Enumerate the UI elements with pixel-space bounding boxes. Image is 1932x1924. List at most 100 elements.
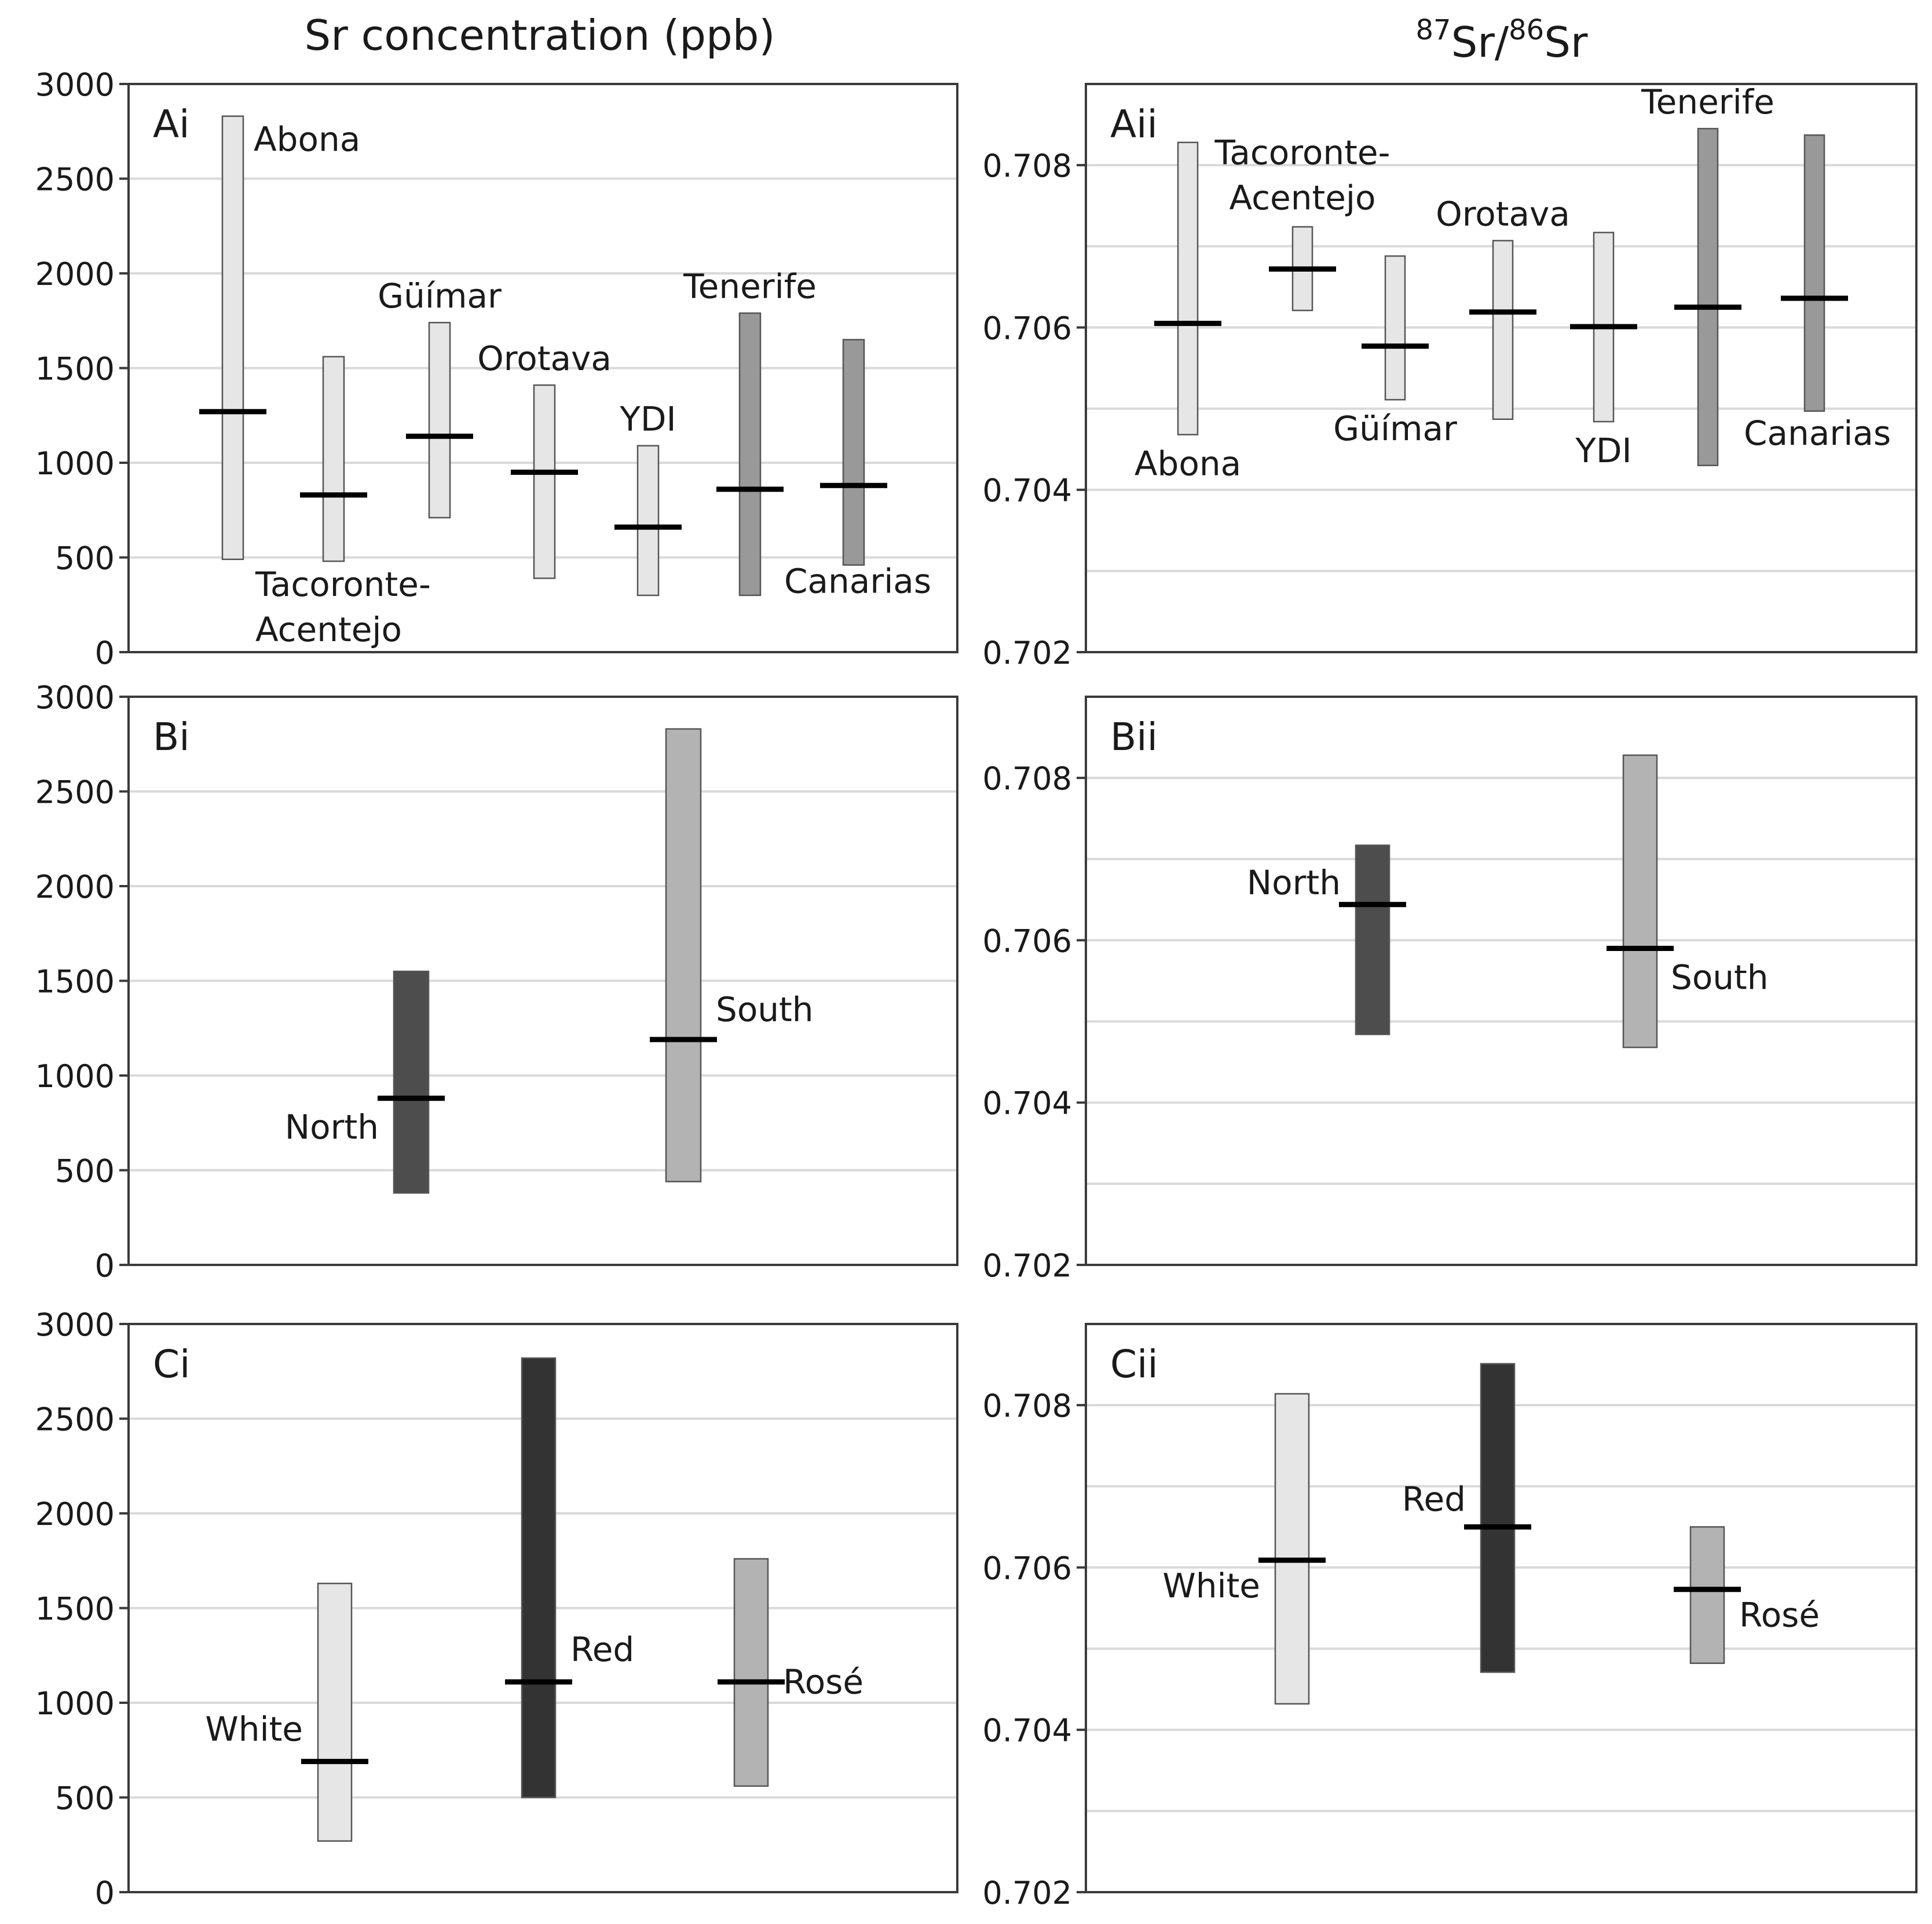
y-tick-label: 500 [55,540,115,577]
y-tick-label: 500 [55,1153,115,1190]
series-label: Orotava [1436,194,1570,233]
y-tick-label: 0.702 [982,1248,1072,1284]
series-label: Canarias [784,562,931,601]
series-label-line: Abona [254,120,360,159]
range-bar-canarias [1803,134,1825,412]
y-tick-label: 0.702 [982,1875,1072,1911]
series-label: South [1671,957,1769,997]
series-label: South [716,990,814,1029]
range-bar-orotava [1492,240,1514,420]
panel-frame [1085,83,1918,653]
series-label: Güímar [1333,409,1457,448]
series-label-line: Güímar [1333,409,1457,448]
y-tick-label: 0.708 [982,148,1072,184]
panel-label: Bi [153,715,190,759]
range-bar-canarias [842,339,865,566]
y-tick-label: 500 [55,1780,115,1817]
series-label: Tacoronte- Acentejo [1214,133,1391,218]
y-tick-label: 0 [95,1875,115,1911]
panel-label: Bii [1110,715,1158,759]
panel-ci: 0 500 1000 1500 2000 2500 3000 White Red Rosé Ci [35,1307,958,1911]
series-label-line: Abona [1135,444,1241,483]
range-bar-tenerife [738,312,762,597]
panel-aii: 0.702 0.704 0.706 0.708 Abona Tacoronte- Acent… [982,82,1918,671]
y-tick-label: 0.706 [982,310,1072,346]
series-label: Tacoronte- Acentejo [255,565,431,649]
right-title-part-a: Sr/ [1451,18,1509,67]
range-bar-ydi [636,445,660,597]
series-label: Tenerife [1641,82,1774,122]
y-tick-label: 2000 [35,1496,115,1532]
range-bar-ros- [1689,1526,1725,1665]
range-bar-red [521,1357,557,1798]
y-tick-label: 1500 [35,964,115,1000]
series-label-line: White [205,1709,303,1749]
y-tick-label: 0.702 [982,635,1072,671]
series-label-line: Tenerife [1641,82,1774,122]
y-tick-label: 1000 [35,1685,115,1722]
panel-label: Ci [153,1342,190,1387]
y-tick-label: 0.706 [982,923,1072,959]
y-tick-label: 0.704 [982,1713,1072,1749]
y-tick-label: 2000 [35,256,115,292]
y-tick-label: 3000 [35,1307,115,1343]
y-tick-label: 0.706 [982,1550,1072,1586]
series-label-line: Tacoronte- [255,565,431,604]
range-bar-white [317,1582,353,1842]
series-label-line: Canarias [784,562,931,601]
range-bar-abona [221,115,244,561]
series-label-line: Canarias [1744,414,1891,453]
range-bar-north [1355,844,1391,1036]
series-label: North [285,1107,379,1147]
y-tick-label: 1500 [35,1591,115,1627]
range-bar-ros- [733,1558,769,1787]
right-title-superscript-b: 86 [1509,14,1544,46]
panel-frame [1085,696,1918,1266]
y-tick-label: 1000 [35,445,115,482]
range-bar-red [1480,1363,1516,1673]
y-tick-label: 0.704 [982,1085,1072,1122]
y-tick-label: 2500 [35,162,115,198]
series-label: Canarias [1744,414,1891,453]
series-label: Rosé [783,1662,863,1702]
panel-label: Cii [1110,1342,1158,1387]
y-tick-label: 3000 [35,679,115,716]
y-tick-label: 0.708 [982,760,1072,797]
y-tick-label: 1000 [35,1058,115,1095]
range-bar-tenerife [1697,127,1719,466]
panel-ai: 0 500 1000 1500 2000 2500 3000 Abona Tacoronte- A… [35,67,958,671]
right-title-part-b: Sr [1544,18,1588,67]
panel-frame [127,83,958,653]
series-label: White [205,1709,303,1749]
y-tick-label: 1500 [35,351,115,387]
series-label: YDI [619,400,676,439]
series-label: Orotava [477,339,612,378]
range-bar-orotava [533,384,556,579]
y-tick-label: 0.704 [982,473,1072,509]
range-bar-white [1274,1393,1310,1705]
range-bar-north [393,970,430,1194]
series-label-line: North [1247,863,1341,902]
series-label: Güímar [378,276,502,316]
series-label-line: YDI [619,400,676,439]
panel-frame [127,1323,958,1893]
panel-bi: 0 500 1000 1500 2000 2500 3000 North South Bi [35,679,958,1284]
panel-cii: 0.702 0.704 0.706 0.708 White Red Rosé Cii [982,1323,1918,1911]
y-tick-label: 0 [95,1248,115,1284]
series-label-line: Acentejo [255,610,402,649]
y-tick-label: 0 [95,635,115,671]
range-bar-g-mar [1384,255,1406,401]
panel-label: Ai [153,102,190,147]
series-label-line: Orotava [1436,194,1570,233]
series-label-line: South [716,990,814,1029]
panel-label: Aii [1110,102,1158,147]
panel-frame [127,696,958,1266]
series-label-line: Rosé [1739,1595,1820,1634]
series-label: Tenerife [683,267,817,306]
y-tick-label: 2500 [35,1402,115,1438]
y-tick-label: 0.708 [982,1388,1072,1424]
range-bar-tacoronte-acentejo [322,356,345,562]
series-label-line: Tacoronte- [1214,133,1391,173]
series-label: Red [1402,1479,1466,1519]
series-label-line: North [285,1107,379,1147]
